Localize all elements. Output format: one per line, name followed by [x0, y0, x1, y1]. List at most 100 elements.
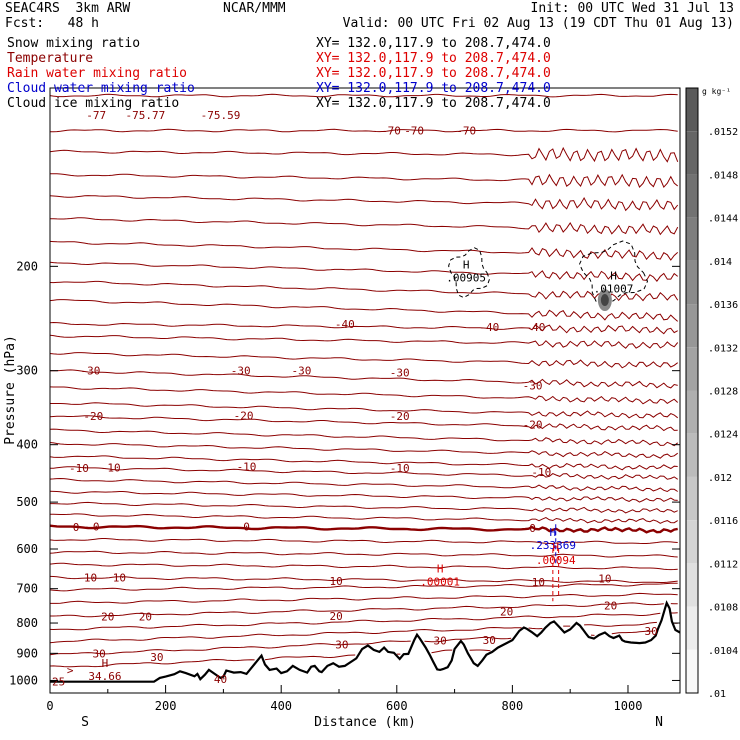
temperature-contour-label: -20	[390, 410, 410, 423]
temperature-contour-label: -70	[404, 125, 424, 138]
temperature-contour	[49, 352, 678, 369]
temperature-contour	[49, 562, 678, 571]
colorbar-segment	[686, 433, 698, 477]
temperature-contour	[49, 630, 654, 656]
colorbar-unit: g kg⁻¹	[702, 87, 731, 96]
temperature-contour-label: -70	[381, 125, 401, 138]
x-axis: 0 200 400 600 800 1000	[46, 685, 642, 713]
temperature-contour-label: 0	[93, 521, 100, 534]
temperature-contour	[49, 550, 678, 558]
south-end-label: S	[81, 715, 89, 730]
extremum-high-marker: H	[552, 541, 559, 554]
colorbar-segment	[686, 347, 698, 391]
colorbar-segment	[686, 563, 698, 607]
temperature-contour-label: 10	[84, 571, 97, 584]
extremum-value: .233369	[530, 539, 576, 552]
colorbar-tick-label: .0112	[708, 559, 738, 570]
temperature-contour	[50, 128, 678, 133]
field-xy: XY= 132.0,117.9 to 208.7,474.0	[316, 66, 551, 81]
y-tick-label: 1000	[9, 673, 38, 687]
extremum-high-marker: H	[550, 526, 557, 539]
x-axis-label: Distance (km)	[314, 715, 416, 730]
temperature-contour	[50, 592, 678, 604]
field-name: Snow mixing ratio	[7, 36, 141, 51]
temperature-contour	[50, 369, 678, 389]
temperature-contour-label: 0	[73, 521, 80, 534]
y-tick-label: 500	[16, 495, 38, 509]
colorbar-tick-label: .0132	[708, 343, 738, 354]
colorbar-tick-label: .0152	[708, 127, 738, 138]
snow-contours	[448, 240, 649, 602]
colorbar-segment	[686, 649, 698, 693]
colorbar-tick-label: .0104	[708, 646, 738, 657]
field-name: Cloud ice mixing ratio	[7, 96, 180, 111]
extremum-value: .00094	[536, 554, 576, 567]
extremum-high-marker: H	[610, 269, 617, 282]
colorbar-tick-label: .0124	[708, 430, 738, 441]
snow-contour	[448, 247, 490, 299]
north-end-label: N	[655, 715, 663, 730]
organization: NCAR/MMM	[223, 1, 286, 16]
colorbar-tick-label: .0116	[708, 516, 738, 527]
field-name: Rain water mixing ratio	[7, 66, 188, 81]
colorbar-frame	[685, 87, 699, 694]
temperature-contour	[49, 621, 678, 644]
colorbar-segment	[686, 606, 698, 650]
colorbar-segment	[686, 304, 698, 348]
extremum-high-marker: H	[463, 258, 470, 271]
y-tick-label: 600	[16, 542, 38, 556]
colorbar-segment	[686, 390, 698, 434]
temperature-contour	[49, 415, 678, 432]
temperature-contour-label: -30	[81, 365, 101, 378]
field-name: Temperature	[7, 51, 94, 66]
extremum-value: .00001	[420, 575, 460, 588]
temperature-contour-label: 40	[214, 673, 227, 686]
temperature-contour-label: -40	[526, 321, 546, 334]
temperature-contour	[49, 538, 678, 545]
extremum-high-marker: H	[437, 562, 444, 575]
contour-labels: -75.59-75.77-77-70 -70 -70-40 -40 -40-30 -30-…	[52, 109, 658, 689]
y-tick-label: 800	[16, 616, 38, 630]
temperature-contour	[49, 490, 678, 503]
temperature-contour	[49, 93, 678, 98]
temperature-contour-label: -10	[531, 466, 551, 479]
terrain-profile	[50, 600, 681, 683]
temperature-contour-label: 20	[604, 600, 617, 613]
x-tick-label: 1000	[614, 699, 643, 713]
temperature-contour-label: -75.77	[125, 109, 165, 122]
x-tick-label: 0	[46, 699, 53, 713]
terrain-line	[50, 600, 681, 683]
colorbar-tick-label: .0136	[708, 300, 738, 311]
model-title: SEAC4RS 3km ARW	[5, 1, 131, 16]
temperature-contour	[50, 402, 679, 419]
temperature-contour-label: -30	[390, 366, 410, 379]
colorbar: .0152 .0148 .0144 .014 .0136 .0132 .0128 .0124.…	[685, 87, 738, 700]
colorbar-segment	[686, 131, 698, 175]
temperature-contour-label: -40	[335, 318, 355, 331]
temperature-contour-label: 20	[139, 611, 152, 624]
temperature-contour	[49, 477, 678, 493]
temperature-contour	[49, 334, 679, 349]
temperature-contour	[50, 513, 678, 524]
colorbar-tick-label: .0144	[708, 214, 738, 225]
temperature-contour-label: 0	[243, 521, 250, 534]
temperature-contour	[49, 146, 679, 163]
temperature-contour-label: 20	[329, 610, 342, 623]
colorbar-segment	[686, 476, 698, 521]
temperature-contour	[49, 173, 679, 189]
colorbar-segment	[686, 217, 698, 261]
temperature-contour-label: -30	[231, 365, 251, 378]
temperature-contour-label: 30	[150, 651, 163, 664]
extremum-high-marker: H	[102, 657, 109, 670]
extremum-value: 34.66	[88, 670, 121, 683]
colorbar-tick-label: .0108	[708, 603, 738, 614]
temperature-contour-label: -20	[83, 410, 103, 423]
temperature-contours	[49, 93, 679, 668]
temperature-contour	[49, 428, 679, 447]
temperature-contour-label: 20	[500, 606, 513, 619]
temperature-contour	[49, 195, 679, 212]
temperature-contour-label: 30	[644, 625, 657, 638]
colorbar-tick-label: .0148	[708, 170, 738, 181]
